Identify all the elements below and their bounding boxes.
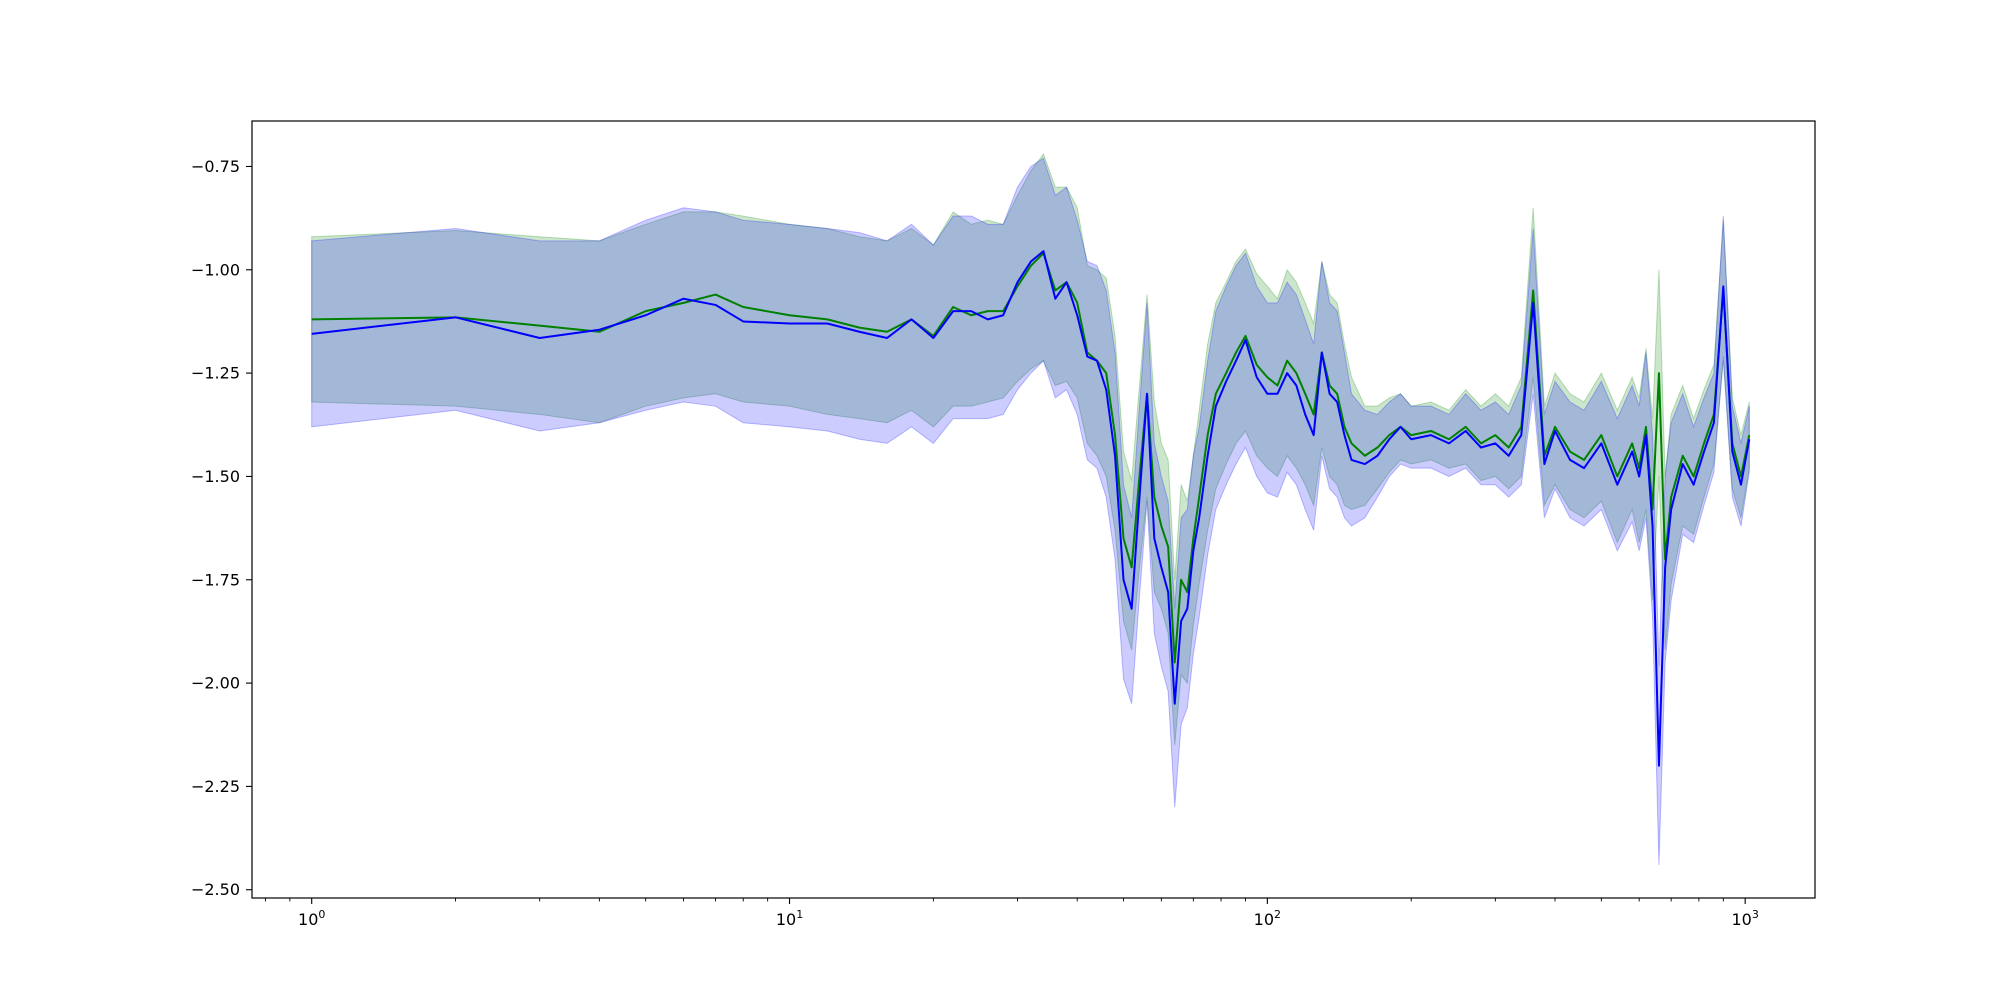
x-tick-label: 102: [1254, 908, 1281, 929]
series-lines: [311, 250, 1751, 767]
series-0-band: [311, 153, 1750, 746]
y-tick-label: −1.25: [191, 364, 240, 383]
series-1-line: [311, 250, 1751, 767]
series-0-line: [311, 252, 1751, 664]
confidence-bands: [311, 153, 1750, 865]
y-tick-label: −2.25: [191, 777, 240, 796]
y-tick-label: −0.75: [191, 157, 240, 176]
y-axis: −0.75 −1.00 −1.25 −1.50 −1.75 −2.00 −2.25 −2.50: [191, 157, 252, 899]
y-tick-label: −2.50: [191, 880, 240, 899]
y-tick-label: −2.00: [191, 674, 240, 693]
x-tick-label: 103: [1731, 908, 1758, 929]
plot-frame: [251, 120, 1816, 899]
series-1-band: [311, 157, 1750, 865]
y-tick-label: −1.00: [191, 260, 240, 279]
y-tick-label: −1.50: [191, 467, 240, 486]
x-tick-label: 100: [298, 908, 325, 929]
y-tick-label: −1.75: [191, 570, 240, 589]
x-tick-label: 101: [776, 908, 803, 929]
